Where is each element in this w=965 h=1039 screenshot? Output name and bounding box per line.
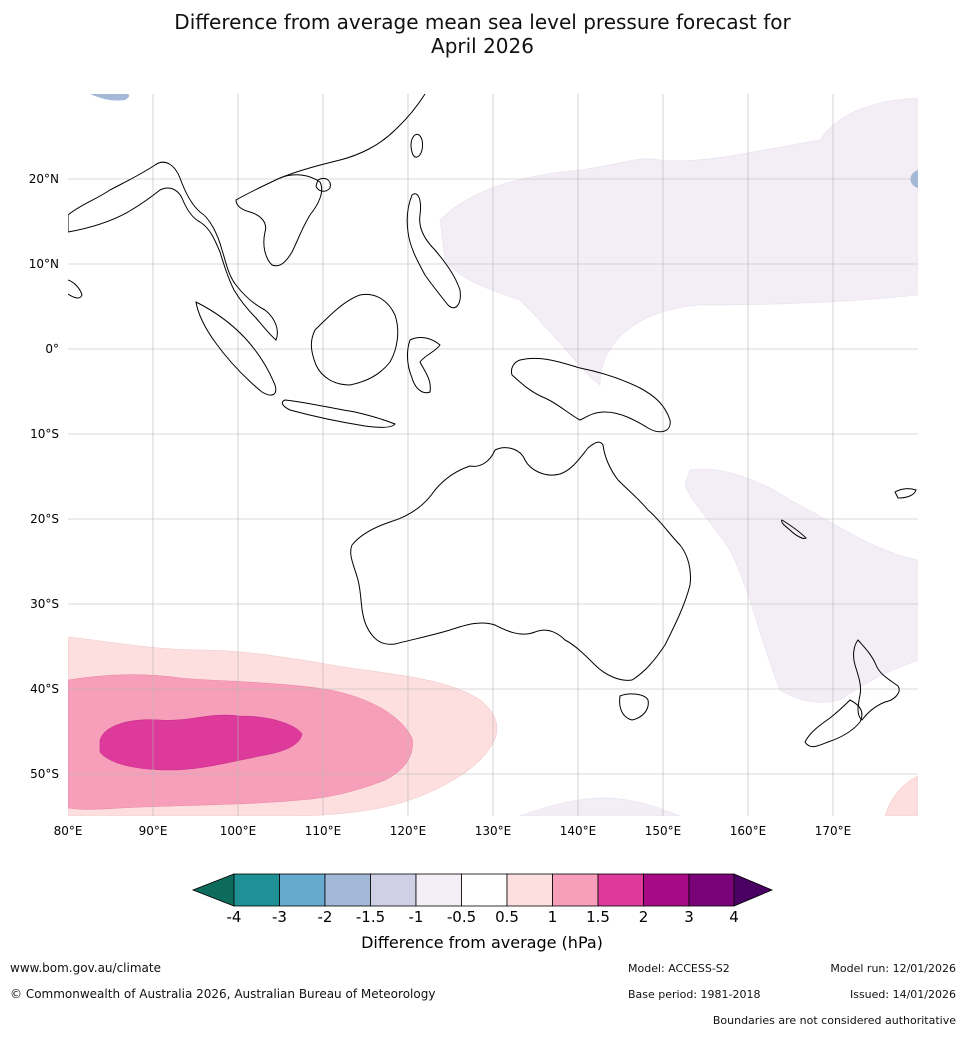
lat-label-20s: 20°S (30, 512, 59, 526)
lat-label-0: 0° (45, 342, 59, 356)
colorbar-swatch-3 (324, 873, 371, 907)
lat-label-40s: 40°S (30, 682, 59, 696)
colorbar-tick-2: -3 (272, 908, 287, 926)
colorbar-tick-10: 2 (639, 908, 649, 926)
colorbar-tick-12: 4 (729, 908, 739, 926)
footer-base-period: Base period: 1981-2018 (628, 988, 761, 1001)
anomaly-region-neg-south (519, 797, 681, 816)
colorbar-extend-low (191, 873, 235, 907)
lon-label-120e: 120°E (390, 824, 427, 838)
colorbar-swatch-2 (279, 873, 326, 907)
colorbar: -4 -3 -2 -1.5 -1 -0.5 0.5 1 1.5 2 3 4 Di… (191, 873, 774, 952)
australia-coastline (350, 441, 691, 681)
sumatra-coastline (195, 301, 277, 396)
hainan-coastline (315, 177, 331, 192)
footer-model-run: Model run: 12/01/2026 (830, 962, 956, 975)
colorbar-tick-11: 3 (684, 908, 694, 926)
lon-label-100e: 100°E (220, 824, 257, 838)
pressure-shading (68, 94, 918, 816)
taiwan-coastline (410, 133, 423, 158)
longitude-labels: 80°E 90°E 100°E 110°E 120°E 130°E 140°E … (54, 824, 852, 838)
colorbar-tick-9: 1.5 (586, 908, 610, 926)
colorbar-title: Difference from average (hPa) (361, 933, 603, 952)
latitude-labels: 20°N 10°N 0° 10°S 20°S 30°S 40°S 50°S (29, 172, 59, 781)
lat-label-30s: 30°S (30, 597, 59, 611)
colorbar-tick-5: -1 (409, 908, 424, 926)
lon-label-140e: 140°E (560, 824, 597, 838)
colorbar-swatch-11 (688, 873, 735, 907)
title-line-1: Difference from average mean sea level p… (174, 10, 791, 34)
fiji-coastline (894, 488, 917, 499)
nz-south-island-coastline (804, 699, 863, 748)
colorbar-swatch-9 (597, 873, 644, 907)
philippines-coastline (406, 193, 461, 309)
sri-lanka-coastline (68, 279, 83, 299)
chart-title: Difference from average mean sea level p… (0, 10, 965, 58)
colorbar-tick-8: 1 (548, 908, 558, 926)
java-coastline (281, 399, 396, 428)
colorbar-swatch-8 (552, 873, 599, 907)
colorbar-tick-1: -4 (227, 908, 242, 926)
lon-label-110e: 110°E (305, 824, 342, 838)
tasmania-coastline (619, 693, 649, 721)
lon-label-160e: 160°E (730, 824, 767, 838)
lat-label-10n: 10°N (29, 257, 59, 271)
footer-disclaimer: Boundaries are not considered authoritat… (712, 1014, 956, 1027)
china-coastline (279, 94, 426, 179)
footer-model: Model: ACCESS-S2 (628, 962, 730, 975)
colorbar-tick-7: 0.5 (495, 908, 519, 926)
lon-label-170e: 170°E (815, 824, 852, 838)
anomaly-region-neg-pacific (439, 97, 918, 386)
lon-label-90e: 90°E (139, 824, 168, 838)
anomaly-region-pos-strong (99, 714, 303, 771)
colorbar-swatch-4 (370, 873, 417, 907)
footer-url: www.bom.gov.au/climate (10, 961, 161, 975)
footer-copyright: © Commonwealth of Australia 2026, Austra… (10, 987, 436, 1001)
anomaly-region-neg-tasman (684, 468, 918, 703)
borneo-coastline (310, 293, 399, 386)
nz-north-island-coastline (853, 639, 900, 721)
lon-label-80e: 80°E (54, 824, 83, 838)
colorbar-swatch-6 (461, 873, 508, 907)
lat-label-10s: 10°S (30, 427, 59, 441)
coastlines (68, 94, 917, 748)
lon-label-130e: 130°E (475, 824, 512, 838)
anomaly-patch-pink-east (884, 775, 918, 816)
title-line-2: April 2026 (431, 34, 534, 58)
colorbar-tick-6: -0.5 (447, 908, 476, 926)
colorbar-swatch-7 (506, 873, 553, 907)
footer-issued: Issued: 14/01/2026 (849, 988, 956, 1001)
new-caledonia-coastline (781, 519, 807, 539)
indochina-coastline (235, 174, 323, 267)
asia-mainland-coastline (68, 161, 278, 341)
sulawesi-coastline (406, 337, 441, 394)
anomaly-patch-blue-north (90, 94, 130, 101)
lat-label-20n: 20°N (29, 172, 59, 186)
colorbar-extend-high (733, 873, 774, 907)
colorbar-swatch-1 (233, 873, 280, 907)
lon-label-150e: 150°E (645, 824, 682, 838)
colorbar-swatch-5 (415, 873, 462, 907)
colorbar-swatch-10 (643, 873, 690, 907)
colorbar-tick-4: -1.5 (356, 908, 385, 926)
colorbar-tick-3: -2 (318, 908, 333, 926)
lat-label-50s: 50°S (30, 767, 59, 781)
new-guinea-coastline (511, 357, 671, 433)
